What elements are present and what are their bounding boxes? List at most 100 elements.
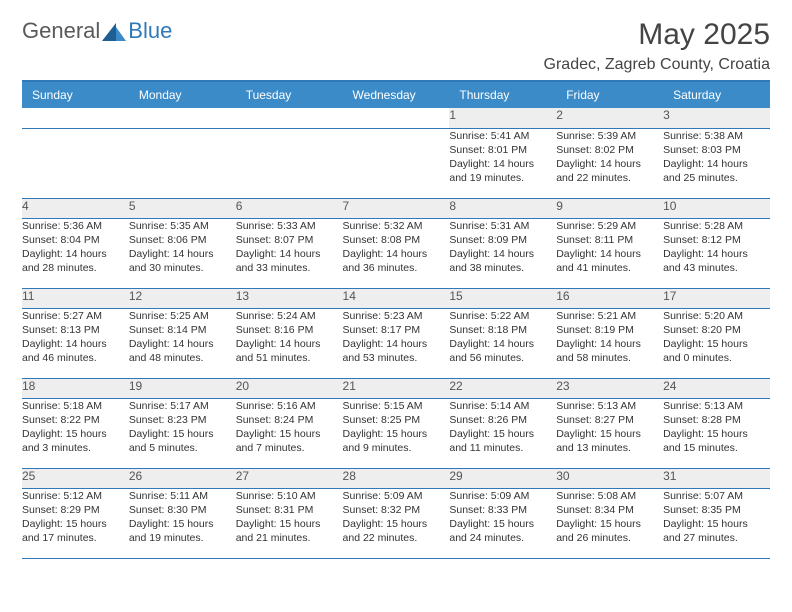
sunset-text: Sunset: 8:08 PM bbox=[343, 233, 450, 247]
location: Gradec, Zagreb County, Croatia bbox=[544, 56, 770, 74]
day-detail-cell: Sunrise: 5:13 AMSunset: 8:28 PMDaylight:… bbox=[663, 398, 770, 468]
logo-text-blue: Blue bbox=[128, 18, 172, 44]
day-detail-cell: Sunrise: 5:17 AMSunset: 8:23 PMDaylight:… bbox=[129, 398, 236, 468]
week-1-detail-row: Sunrise: 5:36 AMSunset: 8:04 PMDaylight:… bbox=[22, 218, 770, 288]
day-number-cell: 3 bbox=[663, 108, 770, 128]
day-number-cell bbox=[236, 108, 343, 128]
day-number-cell bbox=[343, 108, 450, 128]
sunset-text: Sunset: 8:14 PM bbox=[129, 323, 236, 337]
day-number-cell: 26 bbox=[129, 468, 236, 488]
sunset-text: Sunset: 8:19 PM bbox=[556, 323, 663, 337]
day-number-cell: 10 bbox=[663, 198, 770, 218]
week-1-daynum-row: 45678910 bbox=[22, 198, 770, 218]
day-detail-cell: Sunrise: 5:32 AMSunset: 8:08 PMDaylight:… bbox=[343, 218, 450, 288]
daylight-text-1: Daylight: 15 hours bbox=[343, 427, 450, 441]
sunrise-text: Sunrise: 5:16 AM bbox=[236, 399, 343, 413]
sunrise-text: Sunrise: 5:24 AM bbox=[236, 309, 343, 323]
sunset-text: Sunset: 8:32 PM bbox=[343, 503, 450, 517]
sunset-text: Sunset: 8:02 PM bbox=[556, 143, 663, 157]
week-2-daynum-row: 11121314151617 bbox=[22, 288, 770, 308]
daylight-text-2: and 24 minutes. bbox=[449, 531, 556, 545]
daylight-text-1: Daylight: 14 hours bbox=[556, 247, 663, 261]
daylight-text-1: Daylight: 14 hours bbox=[129, 337, 236, 351]
day-detail-cell: Sunrise: 5:07 AMSunset: 8:35 PMDaylight:… bbox=[663, 488, 770, 558]
daylight-text-2: and 43 minutes. bbox=[663, 261, 770, 275]
daylight-text-2: and 38 minutes. bbox=[449, 261, 556, 275]
day-number-cell: 21 bbox=[343, 378, 450, 398]
week-2-detail-row: Sunrise: 5:27 AMSunset: 8:13 PMDaylight:… bbox=[22, 308, 770, 378]
daylight-text-2: and 22 minutes. bbox=[556, 171, 663, 185]
sunrise-text: Sunrise: 5:21 AM bbox=[556, 309, 663, 323]
daylight-text-2: and 26 minutes. bbox=[556, 531, 663, 545]
sunset-text: Sunset: 8:09 PM bbox=[449, 233, 556, 247]
day-number-cell: 1 bbox=[449, 108, 556, 128]
daylight-text-2: and 27 minutes. bbox=[663, 531, 770, 545]
sunset-text: Sunset: 8:24 PM bbox=[236, 413, 343, 427]
sunrise-text: Sunrise: 5:41 AM bbox=[449, 129, 556, 143]
day-detail-cell: Sunrise: 5:38 AMSunset: 8:03 PMDaylight:… bbox=[663, 128, 770, 198]
daylight-text-1: Daylight: 14 hours bbox=[22, 247, 129, 261]
weekday-tuesday: Tuesday bbox=[236, 82, 343, 108]
calendar-table: Sunday Monday Tuesday Wednesday Thursday… bbox=[22, 82, 770, 559]
sunset-text: Sunset: 8:11 PM bbox=[556, 233, 663, 247]
weekday-header-row: Sunday Monday Tuesday Wednesday Thursday… bbox=[22, 82, 770, 108]
weekday-wednesday: Wednesday bbox=[343, 82, 450, 108]
daylight-text-1: Daylight: 14 hours bbox=[129, 247, 236, 261]
sunrise-text: Sunrise: 5:18 AM bbox=[22, 399, 129, 413]
sunrise-text: Sunrise: 5:31 AM bbox=[449, 219, 556, 233]
day-number-cell: 8 bbox=[449, 198, 556, 218]
daylight-text-1: Daylight: 15 hours bbox=[22, 427, 129, 441]
daylight-text-1: Daylight: 15 hours bbox=[236, 427, 343, 441]
weekday-saturday: Saturday bbox=[663, 82, 770, 108]
day-detail-cell: Sunrise: 5:15 AMSunset: 8:25 PMDaylight:… bbox=[343, 398, 450, 468]
day-detail-cell: Sunrise: 5:25 AMSunset: 8:14 PMDaylight:… bbox=[129, 308, 236, 378]
sunset-text: Sunset: 8:03 PM bbox=[663, 143, 770, 157]
day-detail-cell: Sunrise: 5:33 AMSunset: 8:07 PMDaylight:… bbox=[236, 218, 343, 288]
day-detail-cell: Sunrise: 5:21 AMSunset: 8:19 PMDaylight:… bbox=[556, 308, 663, 378]
sunrise-text: Sunrise: 5:33 AM bbox=[236, 219, 343, 233]
day-detail-cell: Sunrise: 5:20 AMSunset: 8:20 PMDaylight:… bbox=[663, 308, 770, 378]
logo: General Blue bbox=[22, 18, 172, 44]
daylight-text-1: Daylight: 14 hours bbox=[556, 337, 663, 351]
sunset-text: Sunset: 8:30 PM bbox=[129, 503, 236, 517]
daylight-text-1: Daylight: 14 hours bbox=[449, 157, 556, 171]
daylight-text-1: Daylight: 14 hours bbox=[22, 337, 129, 351]
day-detail-cell bbox=[129, 128, 236, 198]
day-detail-cell: Sunrise: 5:22 AMSunset: 8:18 PMDaylight:… bbox=[449, 308, 556, 378]
sunset-text: Sunset: 8:16 PM bbox=[236, 323, 343, 337]
sunset-text: Sunset: 8:17 PM bbox=[343, 323, 450, 337]
daylight-text-1: Daylight: 14 hours bbox=[343, 247, 450, 261]
daylight-text-1: Daylight: 14 hours bbox=[236, 337, 343, 351]
sunrise-text: Sunrise: 5:14 AM bbox=[449, 399, 556, 413]
sunset-text: Sunset: 8:34 PM bbox=[556, 503, 663, 517]
sunrise-text: Sunrise: 5:28 AM bbox=[663, 219, 770, 233]
day-detail-cell: Sunrise: 5:24 AMSunset: 8:16 PMDaylight:… bbox=[236, 308, 343, 378]
day-number-cell: 16 bbox=[556, 288, 663, 308]
day-detail-cell: Sunrise: 5:18 AMSunset: 8:22 PMDaylight:… bbox=[22, 398, 129, 468]
daylight-text-2: and 19 minutes. bbox=[449, 171, 556, 185]
sunrise-text: Sunrise: 5:29 AM bbox=[556, 219, 663, 233]
header: General Blue May 2025 Gradec, Zagreb Cou… bbox=[22, 18, 770, 74]
daylight-text-2: and 46 minutes. bbox=[22, 351, 129, 365]
weekday-monday: Monday bbox=[129, 82, 236, 108]
daylight-text-1: Daylight: 15 hours bbox=[663, 517, 770, 531]
daylight-text-2: and 51 minutes. bbox=[236, 351, 343, 365]
sunrise-text: Sunrise: 5:20 AM bbox=[663, 309, 770, 323]
week-4-daynum-row: 25262728293031 bbox=[22, 468, 770, 488]
day-number-cell bbox=[129, 108, 236, 128]
week-4-detail-row: Sunrise: 5:12 AMSunset: 8:29 PMDaylight:… bbox=[22, 488, 770, 558]
daylight-text-1: Daylight: 14 hours bbox=[663, 157, 770, 171]
daylight-text-1: Daylight: 15 hours bbox=[343, 517, 450, 531]
day-number-cell: 25 bbox=[22, 468, 129, 488]
sunrise-text: Sunrise: 5:13 AM bbox=[663, 399, 770, 413]
sunset-text: Sunset: 8:31 PM bbox=[236, 503, 343, 517]
logo-text-general: General bbox=[22, 18, 100, 44]
sunrise-text: Sunrise: 5:08 AM bbox=[556, 489, 663, 503]
daylight-text-1: Daylight: 15 hours bbox=[556, 517, 663, 531]
daylight-text-1: Daylight: 15 hours bbox=[663, 427, 770, 441]
day-number-cell: 19 bbox=[129, 378, 236, 398]
day-detail-cell: Sunrise: 5:31 AMSunset: 8:09 PMDaylight:… bbox=[449, 218, 556, 288]
daylight-text-2: and 7 minutes. bbox=[236, 441, 343, 455]
day-detail-cell: Sunrise: 5:13 AMSunset: 8:27 PMDaylight:… bbox=[556, 398, 663, 468]
daylight-text-2: and 17 minutes. bbox=[22, 531, 129, 545]
